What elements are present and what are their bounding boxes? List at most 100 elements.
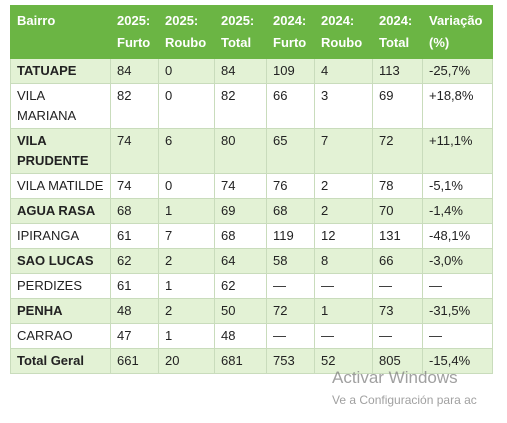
value-cell: -48,1%: [422, 223, 493, 249]
value-cell: —: [266, 273, 315, 299]
value-cell: 52: [314, 348, 373, 374]
value-cell: —: [266, 323, 315, 349]
value-cell: 753: [266, 348, 315, 374]
value-cell: 62: [110, 248, 159, 274]
value-cell: 0: [158, 173, 215, 199]
value-cell: 2: [314, 173, 373, 199]
table-row: PERDIZES 61 1 62— — — —: [10, 273, 493, 299]
value-cell: 3: [314, 83, 373, 129]
value-cell: -5,1%: [422, 173, 493, 199]
district-cell: IPIRANGA: [10, 223, 111, 249]
header-cell: 2024: Total: [372, 5, 423, 59]
table-row: SAO LUCAS 62 2 64 58 8 66 -3,0%: [10, 248, 493, 274]
district-cell: Total Geral: [10, 348, 111, 374]
value-cell: 1: [158, 323, 215, 349]
table-row: Total Geral 661 20 681 753 52 805 -15,4%: [10, 348, 493, 374]
watermark-subtitle: Ve a Configuración para ac: [332, 393, 477, 407]
header-cell: 2025: Roubo: [158, 5, 215, 59]
value-cell: 66: [372, 248, 423, 274]
value-cell: 66: [266, 83, 315, 129]
value-cell: +18,8%: [422, 83, 493, 129]
data-table: Bairro 2025: Furto 2025: Roubo 2025: Total 2…: [10, 5, 493, 374]
value-cell: 1: [158, 198, 215, 224]
value-cell: 12: [314, 223, 373, 249]
table-row: TATUAPE 84 0 84 109 4 113 -25,7%: [10, 58, 493, 84]
value-cell: 76: [266, 173, 315, 199]
value-cell: 82: [110, 83, 159, 129]
value-cell: 2: [158, 248, 215, 274]
value-cell: 50: [214, 298, 267, 324]
value-cell: —: [372, 323, 423, 349]
table-row: VILA MATILDE 74 0 74 76 2 78 -5,1%: [10, 173, 493, 199]
header-cell: 2025: Furto: [110, 5, 159, 59]
watermark-title: Activar Windows: [332, 368, 458, 387]
value-cell: 64: [214, 248, 267, 274]
value-cell: 68: [110, 198, 159, 224]
value-cell: 0: [158, 83, 215, 129]
value-cell: 73: [372, 298, 423, 324]
table-row: PENHA 48 2 50 72 1 73 -31,5%: [10, 298, 493, 324]
district-cell: PERDIZES: [10, 273, 111, 299]
value-cell: 109: [266, 58, 315, 84]
value-cell: 61: [110, 273, 159, 299]
value-cell: 72: [372, 128, 423, 174]
header-cell: Bairro: [10, 5, 111, 59]
district-cell: SAO LUCAS: [10, 248, 111, 274]
table-row: VILA PRUDENTE 74 6 80 65 7 72 +11,1%: [10, 128, 493, 174]
value-cell: 68: [214, 223, 267, 249]
value-cell: 62: [214, 273, 267, 299]
table-row: AGUA RASA 68 1 69 68 2 70 -1,4%: [10, 198, 493, 224]
value-cell: -3,0%: [422, 248, 493, 274]
value-cell: 113: [372, 58, 423, 84]
value-cell: 68: [266, 198, 315, 224]
value-cell: 48: [110, 298, 159, 324]
value-cell: 61: [110, 223, 159, 249]
value-cell: —: [422, 323, 493, 349]
district-cell: VILA PRUDENTE: [10, 128, 111, 174]
table-row: CARRAO 47 1 48— — — —: [10, 323, 493, 349]
value-cell: 48: [214, 323, 267, 349]
value-cell: —: [422, 273, 493, 299]
value-cell: 72: [266, 298, 315, 324]
value-cell: 74: [110, 128, 159, 174]
value-cell: 7: [314, 128, 373, 174]
value-cell: -25,7%: [422, 58, 493, 84]
value-cell: 131: [372, 223, 423, 249]
value-cell: 20: [158, 348, 215, 374]
header-cell: 2024: Roubo: [314, 5, 373, 59]
header-cell: 2025: Total: [214, 5, 267, 59]
value-cell: 805: [372, 348, 423, 374]
value-cell: 0: [158, 58, 215, 84]
value-cell: 7: [158, 223, 215, 249]
value-cell: 6: [158, 128, 215, 174]
value-cell: 119: [266, 223, 315, 249]
table-row: VILA MARIANA 82 0 82 66 3 69 +18,8%: [10, 83, 493, 129]
value-cell: 681: [214, 348, 267, 374]
value-cell: 78: [372, 173, 423, 199]
value-cell: 58: [266, 248, 315, 274]
table-header: Bairro 2025: Furto 2025: Roubo 2025: Total 2…: [10, 5, 493, 59]
value-cell: 82: [214, 83, 267, 129]
value-cell: 2: [158, 298, 215, 324]
value-cell: 84: [214, 58, 267, 84]
header-cell: 2024: Furto: [266, 5, 315, 59]
value-cell: 74: [110, 173, 159, 199]
value-cell: 1: [314, 298, 373, 324]
value-cell: 1: [158, 273, 215, 299]
district-cell: AGUA RASA: [10, 198, 111, 224]
header-cell: Variação (%): [422, 5, 493, 59]
district-cell: VILA MARIANA: [10, 83, 111, 129]
table-row: IPIRANGA 61 7 68 119 12 131 -48,1%: [10, 223, 493, 249]
value-cell: 65: [266, 128, 315, 174]
value-cell: +11,1%: [422, 128, 493, 174]
value-cell: -15,4%: [422, 348, 493, 374]
value-cell: 80: [214, 128, 267, 174]
value-cell: 8: [314, 248, 373, 274]
value-cell: 661: [110, 348, 159, 374]
table-body: TATUAPE 84 0 84 109 4 113 -25,7% VILA MARIANA 82 0…: [10, 58, 493, 374]
value-cell: —: [314, 323, 373, 349]
value-cell: 47: [110, 323, 159, 349]
value-cell: —: [372, 273, 423, 299]
value-cell: -31,5%: [422, 298, 493, 324]
